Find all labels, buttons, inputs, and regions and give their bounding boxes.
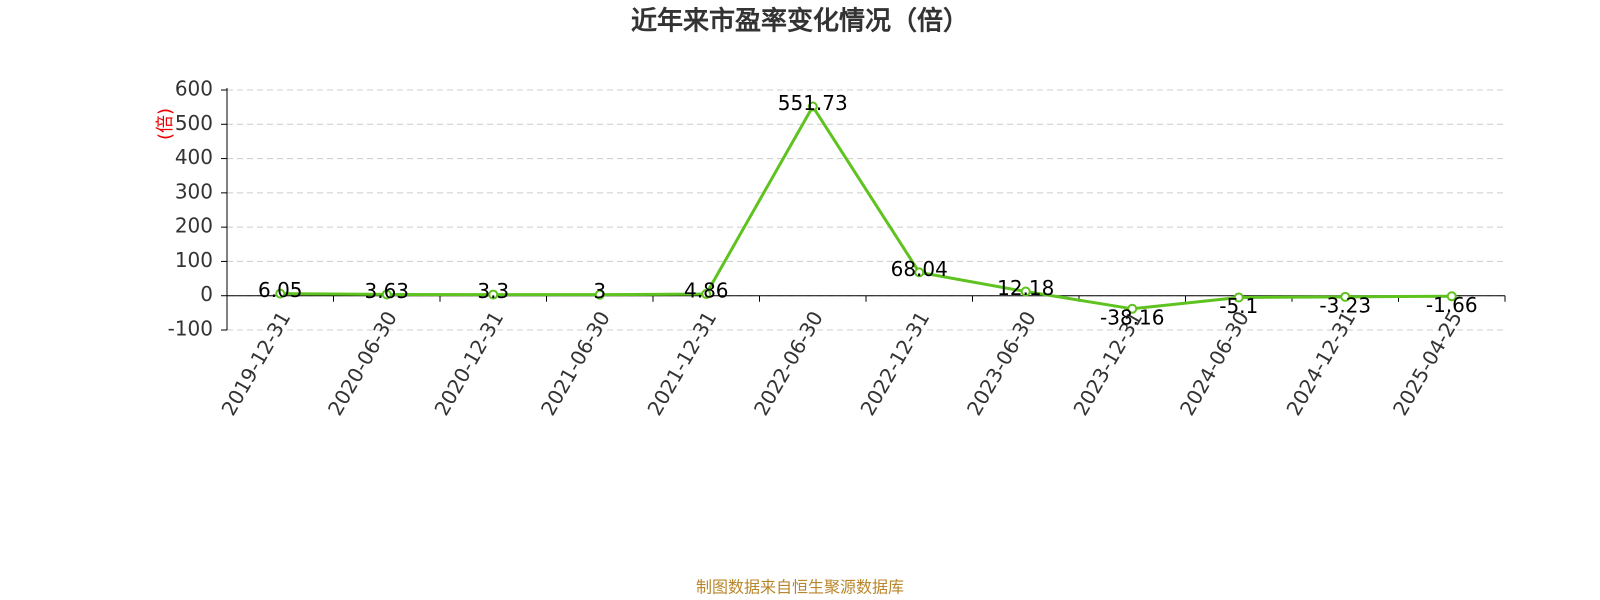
data-point [488, 289, 499, 300]
data-point [701, 289, 712, 300]
x-tick-label: 2022-06-30 [749, 307, 828, 420]
data-label: 551.73 [778, 91, 848, 115]
y-tick-label: 200 [175, 214, 213, 238]
data-line [280, 103, 1452, 311]
x-tick-label: 2019-12-31 [216, 307, 295, 420]
y-tick-label: 600 [175, 77, 213, 101]
y-axis-label: (倍) [155, 108, 176, 140]
data-label: 3 [593, 279, 606, 303]
data-label: -38.16 [1100, 305, 1164, 329]
x-tick-label: 2020-12-31 [429, 307, 508, 420]
data-point [381, 289, 392, 300]
x-tick-label: 2021-06-30 [536, 307, 615, 420]
data-label: 4.86 [684, 279, 729, 303]
data-label: 3.3 [477, 279, 509, 303]
data-point [1020, 286, 1031, 297]
x-tick-label: 2020-06-30 [323, 307, 402, 420]
data-point [275, 288, 286, 299]
y-tick-label: 400 [175, 145, 213, 169]
data-point [807, 101, 818, 112]
data-point [1446, 291, 1457, 302]
x-tick-label: 2025-04-25 [1388, 307, 1467, 420]
x-tick-label: 2023-06-30 [962, 307, 1041, 420]
data-point [594, 289, 605, 300]
data-point [1233, 292, 1244, 303]
data-label: 12.18 [997, 276, 1054, 300]
y-tick-label: -100 [168, 317, 213, 341]
x-tick-label: 2024-06-30 [1175, 307, 1254, 420]
data-label: -3.23 [1319, 293, 1371, 317]
y-tick-label: 500 [175, 111, 213, 135]
data-label: 68.04 [891, 257, 948, 281]
chart-title: 近年来市盈率变化情况（倍） [631, 6, 969, 37]
data-point [1340, 291, 1351, 302]
data-label: -1.66 [1426, 293, 1478, 317]
data-label: -5.1 [1219, 294, 1258, 318]
data-point [914, 267, 925, 278]
data-label: 3.63 [364, 279, 409, 303]
x-tick-label: 2021-12-31 [642, 307, 721, 420]
x-tick-label: 2022-12-31 [855, 307, 934, 420]
y-tick-label: 0 [200, 282, 213, 306]
y-tick-label: 300 [175, 179, 213, 203]
source-note: 制图数据来自恒生聚源数据库 [696, 578, 904, 597]
y-tick-label: 100 [175, 248, 213, 272]
data-label: 6.05 [258, 278, 303, 302]
data-point [1127, 303, 1138, 314]
x-tick-label: 2024-12-31 [1281, 307, 1360, 420]
